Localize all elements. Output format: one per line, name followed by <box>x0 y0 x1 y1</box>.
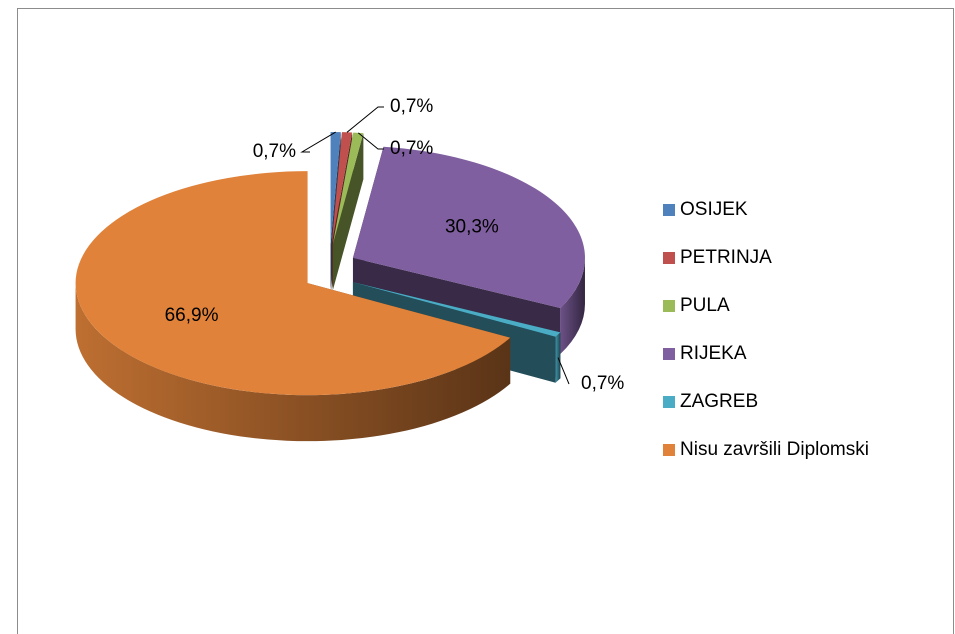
data-label: 30,3% <box>445 216 499 237</box>
slice-top <box>352 146 585 309</box>
slice-side <box>555 332 561 383</box>
legend-label: OSIJEK <box>680 199 748 220</box>
slice-top <box>75 171 511 396</box>
leader-line <box>357 132 384 150</box>
pie-slice <box>352 146 585 355</box>
leader-line <box>300 131 336 153</box>
slice-side <box>560 257 585 355</box>
legend-label: RIJEKA <box>680 343 747 364</box>
legend-swatch <box>663 252 675 264</box>
slice-top <box>330 132 341 245</box>
slice-side <box>75 283 511 442</box>
legend-label: PULA <box>680 295 730 316</box>
data-label: 0,7% <box>390 138 433 159</box>
pie-slice <box>332 132 364 291</box>
data-label: 66,9% <box>165 305 219 326</box>
legend-swatch <box>663 300 675 312</box>
legend-label: PETRINJA <box>680 247 772 268</box>
legend-label: Nisu završili Diplomski <box>680 439 869 460</box>
legend-swatch <box>663 348 675 360</box>
legend-swatch <box>663 204 675 216</box>
legend-swatch <box>663 444 675 456</box>
data-label: 0,7% <box>253 141 296 162</box>
legend-swatch <box>663 396 675 408</box>
data-label: 0,7% <box>390 96 433 117</box>
pie-slice <box>75 171 511 442</box>
leader-line <box>346 106 384 133</box>
data-label: 0,7% <box>581 373 624 394</box>
leader-line <box>557 357 570 385</box>
slice-cut-face <box>332 133 364 291</box>
slice-top <box>352 282 561 337</box>
legend-label: ZAGREB <box>680 391 758 412</box>
slice-top <box>332 132 364 245</box>
slice-top <box>331 132 353 245</box>
